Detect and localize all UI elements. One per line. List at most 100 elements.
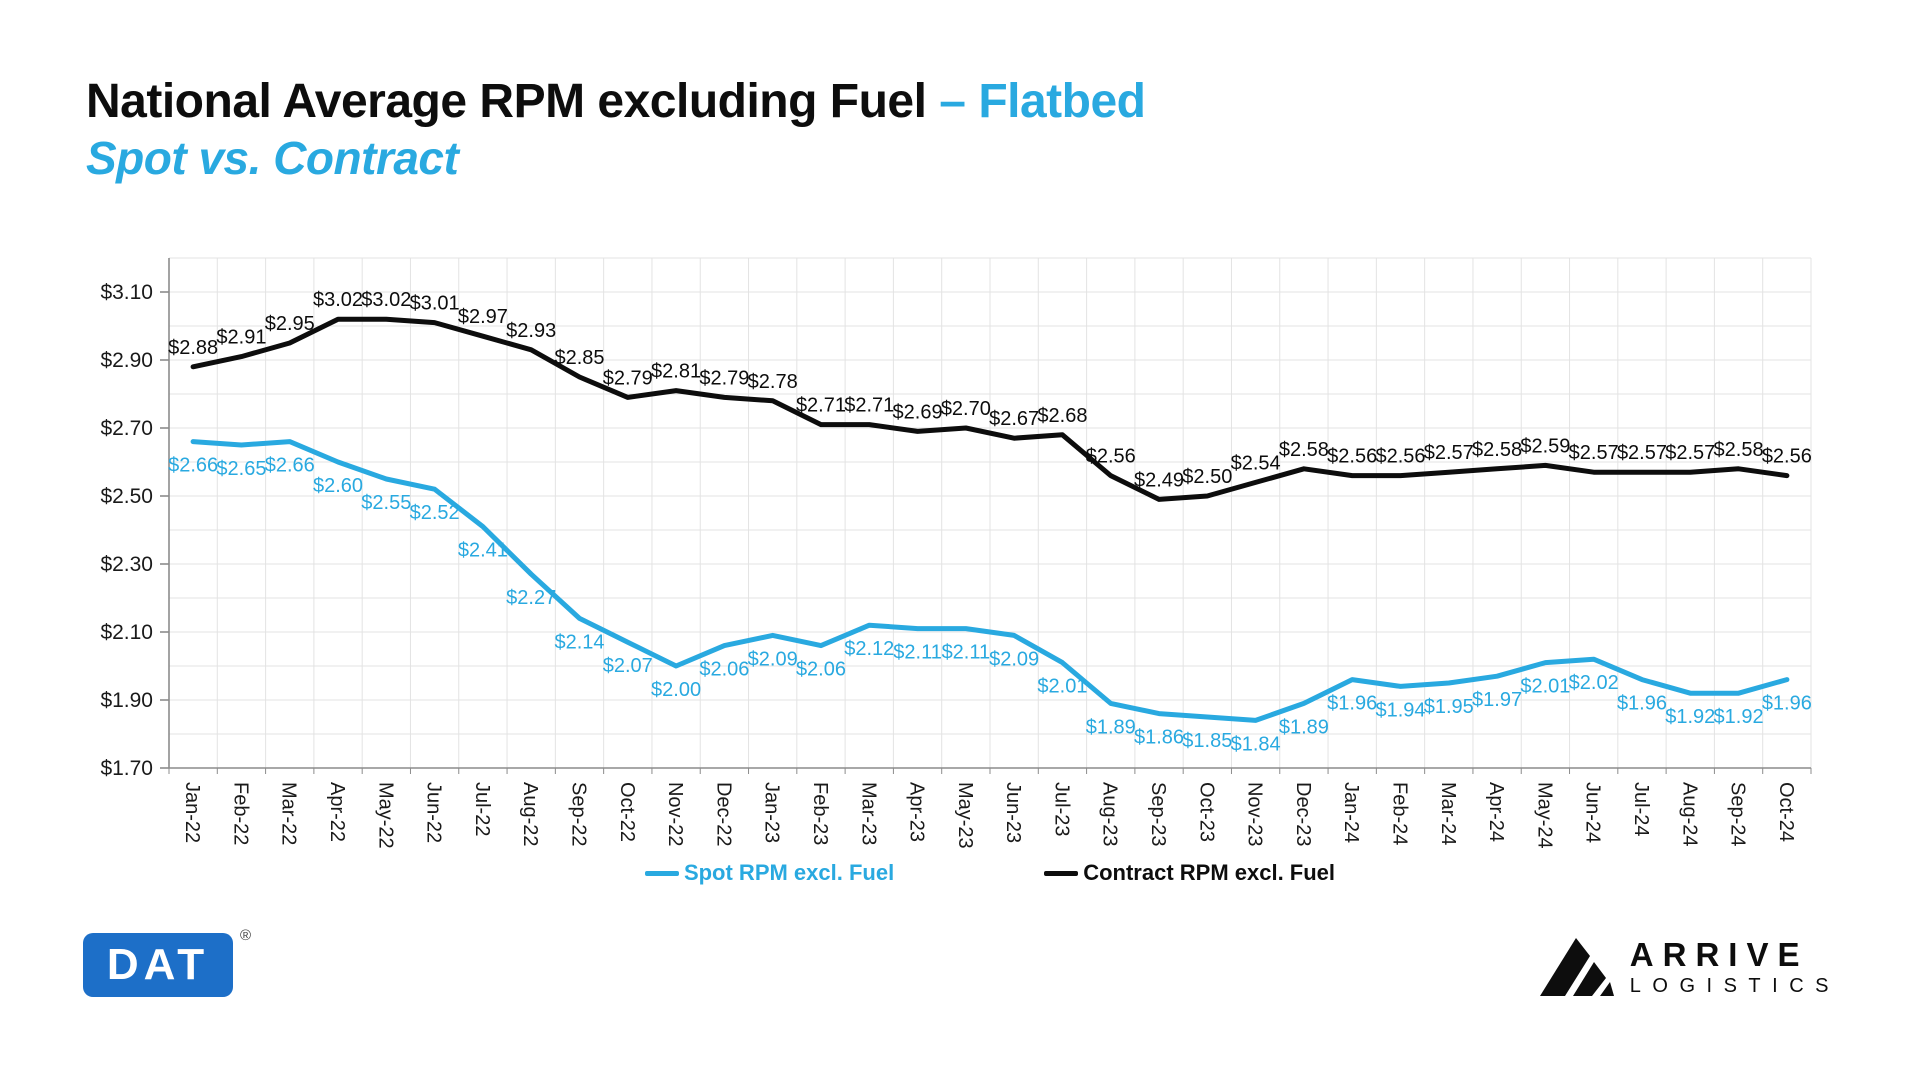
spot-data-label: $2.09 bbox=[989, 648, 1039, 670]
contract-data-label: $2.58 bbox=[1279, 439, 1329, 461]
contract-data-label: $2.49 bbox=[1134, 469, 1184, 491]
spot-data-label: $2.55 bbox=[361, 492, 411, 514]
spot-data-label: $2.09 bbox=[748, 648, 798, 670]
x-tick-label: Feb-24 bbox=[1389, 782, 1411, 845]
spot-data-label: $2.60 bbox=[313, 475, 363, 497]
contract-line bbox=[190, 316, 1790, 502]
page-title-main: National Average RPM excluding Fuel bbox=[86, 75, 940, 128]
x-tick-label: Apr-24 bbox=[1485, 782, 1507, 842]
contract-data-label: $2.69 bbox=[893, 401, 943, 423]
x-tick-label: Jul-23 bbox=[1050, 782, 1072, 836]
spot-data-label: $2.52 bbox=[410, 502, 460, 524]
contract-data-label: $2.56 bbox=[1086, 446, 1136, 468]
spot-data-label: $2.01 bbox=[1520, 676, 1570, 698]
spot-data-label: $2.65 bbox=[216, 458, 266, 480]
contract-data-label: $2.70 bbox=[941, 398, 991, 420]
contract-line-swatch bbox=[1044, 870, 1079, 876]
legend-item-spot: Spot RPM excl. Fuel bbox=[644, 860, 895, 886]
x-tick-label: Nov-22 bbox=[664, 782, 686, 846]
x-tick-label: Jul-22 bbox=[471, 782, 493, 836]
spot-data-label: $2.11 bbox=[942, 642, 991, 664]
contract-data-label: $2.79 bbox=[603, 367, 653, 389]
spot-data-label: $1.84 bbox=[1231, 733, 1281, 755]
spot-data-label: $2.07 bbox=[603, 655, 653, 677]
spot-data-label: $2.41 bbox=[458, 540, 508, 562]
spot-line bbox=[190, 439, 1790, 723]
contract-data-label: $2.67 bbox=[989, 408, 1039, 430]
contract-data-label: $2.88 bbox=[168, 337, 218, 359]
spot-data-label: $1.86 bbox=[1134, 727, 1184, 749]
contract-data-label: $2.56 bbox=[1327, 446, 1377, 468]
contract-data-label: $2.85 bbox=[554, 347, 604, 369]
contract-data-label: $2.56 bbox=[1375, 446, 1425, 468]
spot-data-label: $1.92 bbox=[1665, 706, 1715, 728]
arrive-wordmark-line1: ARRIVE bbox=[1629, 936, 1809, 973]
x-tick-label: Jun-24 bbox=[1582, 782, 1604, 843]
spot-data-label: $2.12 bbox=[844, 638, 894, 660]
contract-data-label: $2.57 bbox=[1617, 442, 1667, 464]
x-tick-label: Dec-23 bbox=[1292, 782, 1314, 846]
spot-data-label: $2.00 bbox=[651, 679, 701, 701]
spot-line-swatch bbox=[644, 870, 679, 876]
x-tick-label: Aug-22 bbox=[519, 782, 541, 847]
y-tick-label: $3.10 bbox=[100, 281, 153, 304]
x-tick-label: Oct-22 bbox=[616, 782, 638, 842]
spot-data-label: $1.85 bbox=[1182, 730, 1232, 752]
x-tick-label: May-23 bbox=[954, 782, 976, 849]
dat-logo-text: DAT bbox=[106, 940, 210, 989]
page-title-accent: – Flatbed bbox=[939, 75, 1146, 128]
registered-trademark-icon: ® bbox=[239, 927, 251, 944]
x-tick-label: Jun-22 bbox=[423, 782, 445, 843]
dat-logo-box: DAT bbox=[83, 933, 233, 997]
page-title: National Average RPM excluding Fuel – Fl… bbox=[86, 76, 1146, 128]
dat-logo: DAT ® bbox=[83, 927, 251, 997]
contract-data-label: $2.79 bbox=[699, 367, 749, 389]
spot-data-label: $1.89 bbox=[1086, 716, 1136, 738]
spot-data-label: $1.89 bbox=[1279, 716, 1329, 738]
y-tick-label: $2.70 bbox=[100, 417, 153, 440]
x-tick-label: Apr-23 bbox=[906, 782, 928, 842]
x-tick-label: Jun-23 bbox=[1002, 782, 1024, 843]
arrive-logistics-logo: ARRIVE LOGISTICS bbox=[1539, 936, 1840, 996]
contract-data-label: $2.58 bbox=[1472, 439, 1522, 461]
x-tick-label: Jul-24 bbox=[1630, 782, 1652, 836]
page-subtitle: Spot vs. Contract bbox=[86, 131, 459, 184]
spot-data-label: $2.66 bbox=[168, 455, 218, 477]
x-tick-label: Apr-22 bbox=[326, 782, 348, 842]
x-tick-label: Jan-24 bbox=[1340, 782, 1362, 843]
spot-data-label: $1.96 bbox=[1762, 693, 1812, 715]
contract-data-label: $2.97 bbox=[458, 306, 508, 328]
spot-data-label: $2.02 bbox=[1569, 672, 1619, 694]
spot-data-label: $1.92 bbox=[1714, 706, 1764, 728]
x-tick-label: Jan-22 bbox=[181, 782, 203, 843]
x-tick-label: May-22 bbox=[374, 782, 396, 849]
spot-data-label: $2.66 bbox=[265, 455, 315, 477]
x-tick-label: May-24 bbox=[1533, 782, 1555, 849]
contract-data-label: $2.71 bbox=[796, 395, 846, 417]
y-tick-label: $2.10 bbox=[100, 621, 153, 644]
contract-data-label: $2.78 bbox=[748, 371, 798, 393]
y-tick-label: $2.50 bbox=[100, 485, 153, 508]
contract-data-label: $2.71 bbox=[844, 395, 894, 417]
spot-data-label: $2.14 bbox=[554, 631, 604, 653]
contract-data-label: $2.58 bbox=[1714, 439, 1764, 461]
spot-data-label: $2.01 bbox=[1037, 676, 1087, 698]
x-tick-label: Feb-22 bbox=[229, 782, 251, 845]
contract-data-label: $2.57 bbox=[1424, 442, 1474, 464]
spot-data-label: $2.11 bbox=[893, 642, 942, 664]
x-tick-label: Oct-24 bbox=[1775, 782, 1797, 842]
contract-data-label: $2.68 bbox=[1037, 405, 1087, 427]
legend-label-spot: Spot RPM excl. Fuel bbox=[683, 860, 895, 885]
legend-item-contract: Contract RPM excl. Fuel bbox=[1044, 860, 1335, 886]
x-tick-label: Dec-22 bbox=[712, 782, 734, 846]
x-tick-label: Mar-22 bbox=[278, 782, 300, 845]
contract-data-label: $2.54 bbox=[1231, 452, 1281, 474]
y-tick-label: $2.30 bbox=[100, 553, 153, 576]
spot-data-label: $2.06 bbox=[796, 659, 846, 681]
contract-data-label: $2.57 bbox=[1665, 442, 1715, 464]
contract-data-label: $2.50 bbox=[1182, 466, 1232, 488]
contract-data-label: $2.57 bbox=[1569, 442, 1619, 464]
x-tick-label: Jan-23 bbox=[761, 782, 783, 843]
title-block: National Average RPM excluding Fuel – Fl… bbox=[86, 76, 1146, 184]
